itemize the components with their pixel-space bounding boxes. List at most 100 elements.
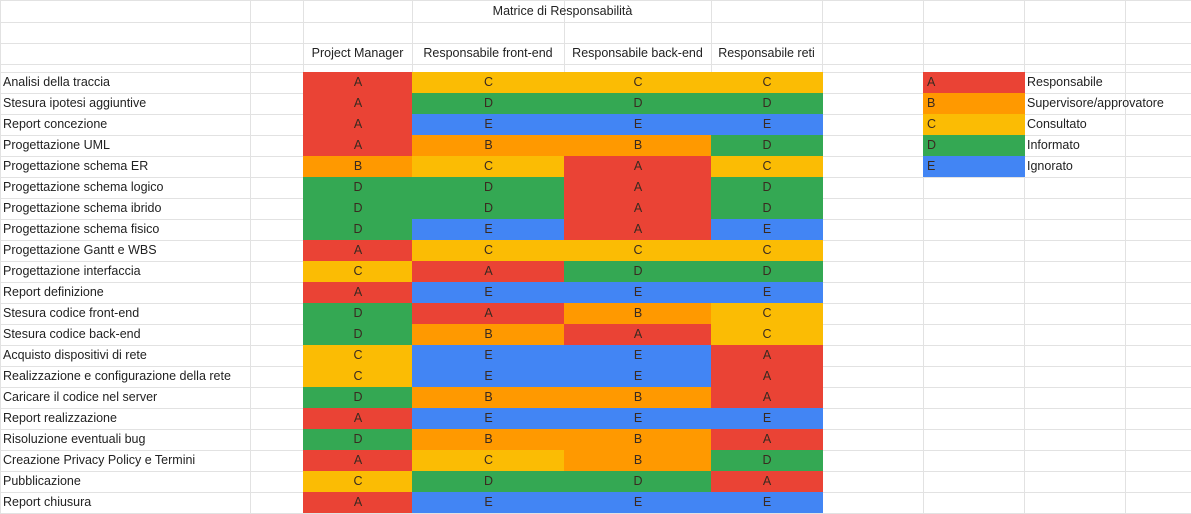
task-label[interactable]: Progettazione schema ibrido xyxy=(3,201,162,215)
task-label[interactable]: Realizzazione e configurazione della ret… xyxy=(3,369,231,383)
role-cell[interactable]: E xyxy=(564,114,712,135)
role-cell[interactable]: D xyxy=(711,450,823,471)
task-label[interactable]: Caricare il codice nel server xyxy=(3,390,158,404)
role-cell[interactable]: D xyxy=(303,387,413,408)
task-label[interactable]: Analisi della traccia xyxy=(3,75,110,89)
role-cell[interactable]: E xyxy=(412,345,565,366)
task-label[interactable]: Report definizione xyxy=(3,285,104,299)
role-cell[interactable]: A xyxy=(303,408,413,429)
task-label[interactable]: Risoluzione eventuali bug xyxy=(3,432,146,446)
role-cell[interactable]: A xyxy=(303,135,413,156)
role-cell[interactable]: A xyxy=(303,450,413,471)
role-cell[interactable]: B xyxy=(564,387,712,408)
task-label[interactable]: Progettazione UML xyxy=(3,138,111,152)
legend-label[interactable]: Responsabile xyxy=(1027,75,1103,89)
role-cell[interactable]: A xyxy=(303,492,413,513)
role-cell[interactable]: D xyxy=(303,324,413,345)
role-cell[interactable]: A xyxy=(303,114,413,135)
role-cell[interactable]: C xyxy=(412,156,565,177)
legend-code[interactable]: C xyxy=(923,114,1025,135)
role-cell[interactable]: A xyxy=(711,429,823,450)
role-cell[interactable]: A xyxy=(303,240,413,261)
task-label[interactable]: Report chiusura xyxy=(3,495,92,509)
role-cell[interactable]: A xyxy=(303,72,413,93)
role-cell[interactable]: C xyxy=(711,240,823,261)
role-cell[interactable]: E xyxy=(564,345,712,366)
task-label[interactable]: Stesura codice back-end xyxy=(3,327,141,341)
role-cell[interactable]: D xyxy=(711,261,823,282)
role-cell[interactable]: E xyxy=(564,366,712,387)
column-header[interactable]: Responsabile back-end xyxy=(572,46,703,60)
task-label[interactable]: Report realizzazione xyxy=(3,411,117,425)
legend-label[interactable]: Consultato xyxy=(1027,117,1087,131)
sheet-title[interactable]: Matrice di Responsabilità xyxy=(492,4,633,18)
role-cell[interactable]: A xyxy=(412,303,565,324)
legend-code[interactable]: E xyxy=(923,156,1025,177)
role-cell[interactable]: E xyxy=(711,492,823,513)
role-cell[interactable]: E xyxy=(711,408,823,429)
role-cell[interactable]: B xyxy=(412,135,565,156)
task-label[interactable]: Progettazione schema ER xyxy=(3,159,149,173)
role-cell[interactable]: D xyxy=(412,177,565,198)
task-label[interactable]: Progettazione schema fisico xyxy=(3,222,160,236)
role-cell[interactable]: E xyxy=(564,492,712,513)
role-cell[interactable]: C xyxy=(711,156,823,177)
role-cell[interactable]: D xyxy=(303,198,413,219)
role-cell[interactable]: D xyxy=(564,261,712,282)
role-cell[interactable]: D xyxy=(711,198,823,219)
legend-code[interactable]: D xyxy=(923,135,1025,156)
role-cell[interactable]: C xyxy=(412,240,565,261)
role-cell[interactable]: D xyxy=(711,93,823,114)
role-cell[interactable]: D xyxy=(711,177,823,198)
role-cell[interactable]: E xyxy=(412,366,565,387)
role-cell[interactable]: D xyxy=(412,93,565,114)
task-label[interactable]: Pubblicazione xyxy=(3,474,81,488)
role-cell[interactable]: D xyxy=(564,471,712,492)
role-cell[interactable]: D xyxy=(412,471,565,492)
role-cell[interactable]: E xyxy=(564,282,712,303)
role-cell[interactable]: D xyxy=(711,135,823,156)
legend-code[interactable]: B xyxy=(923,93,1025,114)
column-header[interactable]: Responsabile front-end xyxy=(423,46,553,60)
task-label[interactable]: Progettazione schema logico xyxy=(3,180,164,194)
role-cell[interactable]: E xyxy=(412,114,565,135)
role-cell[interactable]: D xyxy=(303,429,413,450)
role-cell[interactable]: E xyxy=(412,408,565,429)
task-label[interactable]: Creazione Privacy Policy e Termini xyxy=(3,453,196,467)
role-cell[interactable]: D xyxy=(303,177,413,198)
role-cell[interactable]: D xyxy=(412,198,565,219)
role-cell[interactable]: C xyxy=(711,72,823,93)
role-cell[interactable]: B xyxy=(412,429,565,450)
role-cell[interactable]: C xyxy=(711,324,823,345)
task-label[interactable]: Progettazione Gantt e WBS xyxy=(3,243,157,257)
task-label[interactable]: Stesura codice front-end xyxy=(3,306,140,320)
role-cell[interactable]: E xyxy=(711,219,823,240)
role-cell[interactable]: A xyxy=(711,471,823,492)
role-cell[interactable]: B xyxy=(412,387,565,408)
task-label[interactable]: Acquisto dispositivi di rete xyxy=(3,348,147,362)
role-cell[interactable]: A xyxy=(303,282,413,303)
role-cell[interactable]: C xyxy=(303,471,413,492)
role-cell[interactable]: C xyxy=(303,366,413,387)
role-cell[interactable]: A xyxy=(711,345,823,366)
column-header[interactable]: Project Manager xyxy=(311,46,404,60)
role-cell[interactable]: E xyxy=(412,219,565,240)
legend-code[interactable]: A xyxy=(923,72,1025,93)
role-cell[interactable]: B xyxy=(412,324,565,345)
task-label[interactable]: Report concezione xyxy=(3,117,108,131)
role-cell[interactable]: E xyxy=(711,114,823,135)
role-cell[interactable]: C xyxy=(711,303,823,324)
role-cell[interactable]: B xyxy=(564,450,712,471)
role-cell[interactable]: A xyxy=(564,156,712,177)
role-cell[interactable]: C xyxy=(564,240,712,261)
role-cell[interactable]: A xyxy=(564,198,712,219)
role-cell[interactable]: D xyxy=(303,219,413,240)
role-cell[interactable]: C xyxy=(412,450,565,471)
task-label[interactable]: Stesura ipotesi aggiuntive xyxy=(3,96,147,110)
role-cell[interactable]: A xyxy=(711,387,823,408)
role-cell[interactable]: C xyxy=(303,261,413,282)
role-cell[interactable]: D xyxy=(564,93,712,114)
role-cell[interactable]: B xyxy=(303,156,413,177)
role-cell[interactable]: C xyxy=(412,72,565,93)
